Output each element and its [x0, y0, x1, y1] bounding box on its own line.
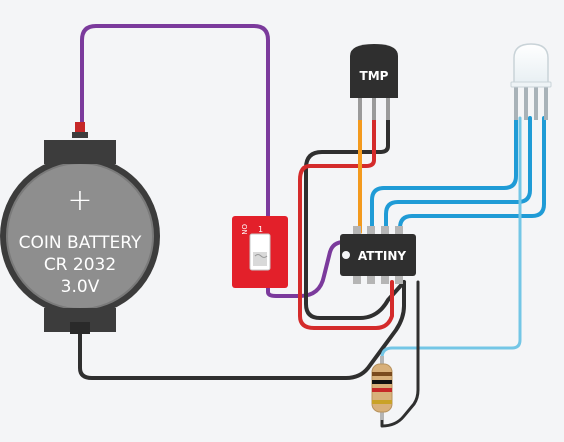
led-dome — [513, 43, 549, 87]
temperature-sensor[interactable]: TMP — [350, 44, 398, 120]
slide-switch[interactable]: ON 1 — [232, 216, 288, 288]
wire-lightblue-led-cathode[interactable] — [380, 116, 522, 364]
battery-positive-terminal — [75, 122, 85, 134]
wire-red-tmp-power[interactable] — [298, 116, 394, 330]
sensor-label: TMP — [360, 69, 389, 83]
battery-label-line3: 3.0V — [61, 277, 100, 297]
wire-blue-led-3[interactable] — [398, 116, 546, 234]
switch-on-label: ON — [240, 224, 248, 235]
coin-battery[interactable]: + COIN BATTERY CR 2032 3.0V — [0, 122, 160, 334]
sensor-body — [350, 44, 398, 98]
wire-black-tmp-ground[interactable] — [304, 116, 406, 320]
rgb-led[interactable] — [510, 43, 552, 120]
switch-pin-label: 1 — [258, 225, 263, 234]
battery-cell — [7, 163, 153, 309]
chip-label: ATTINY — [358, 249, 407, 263]
wire-blue-led-1[interactable] — [370, 116, 518, 234]
battery-label-line1: COIN BATTERY — [19, 233, 142, 253]
battery-label-line2: CR 2032 — [44, 255, 116, 275]
resistor[interactable] — [371, 356, 393, 420]
wire-black-resistor[interactable] — [380, 280, 420, 428]
resistor-band-4 — [372, 400, 392, 404]
wire-purple-battery-to-switch[interactable] — [80, 24, 346, 298]
wire-black-battery-ground[interactable] — [78, 280, 406, 380]
battery-plus-sign: + — [67, 183, 92, 218]
resistor-band-1 — [372, 372, 392, 376]
attiny-chip[interactable]: ATTINY — [340, 226, 416, 284]
wire-blue-led-2[interactable] — [384, 116, 532, 234]
resistor-band-2 — [372, 380, 392, 384]
resistor-band-3 — [372, 388, 392, 392]
chip-body — [340, 234, 416, 276]
